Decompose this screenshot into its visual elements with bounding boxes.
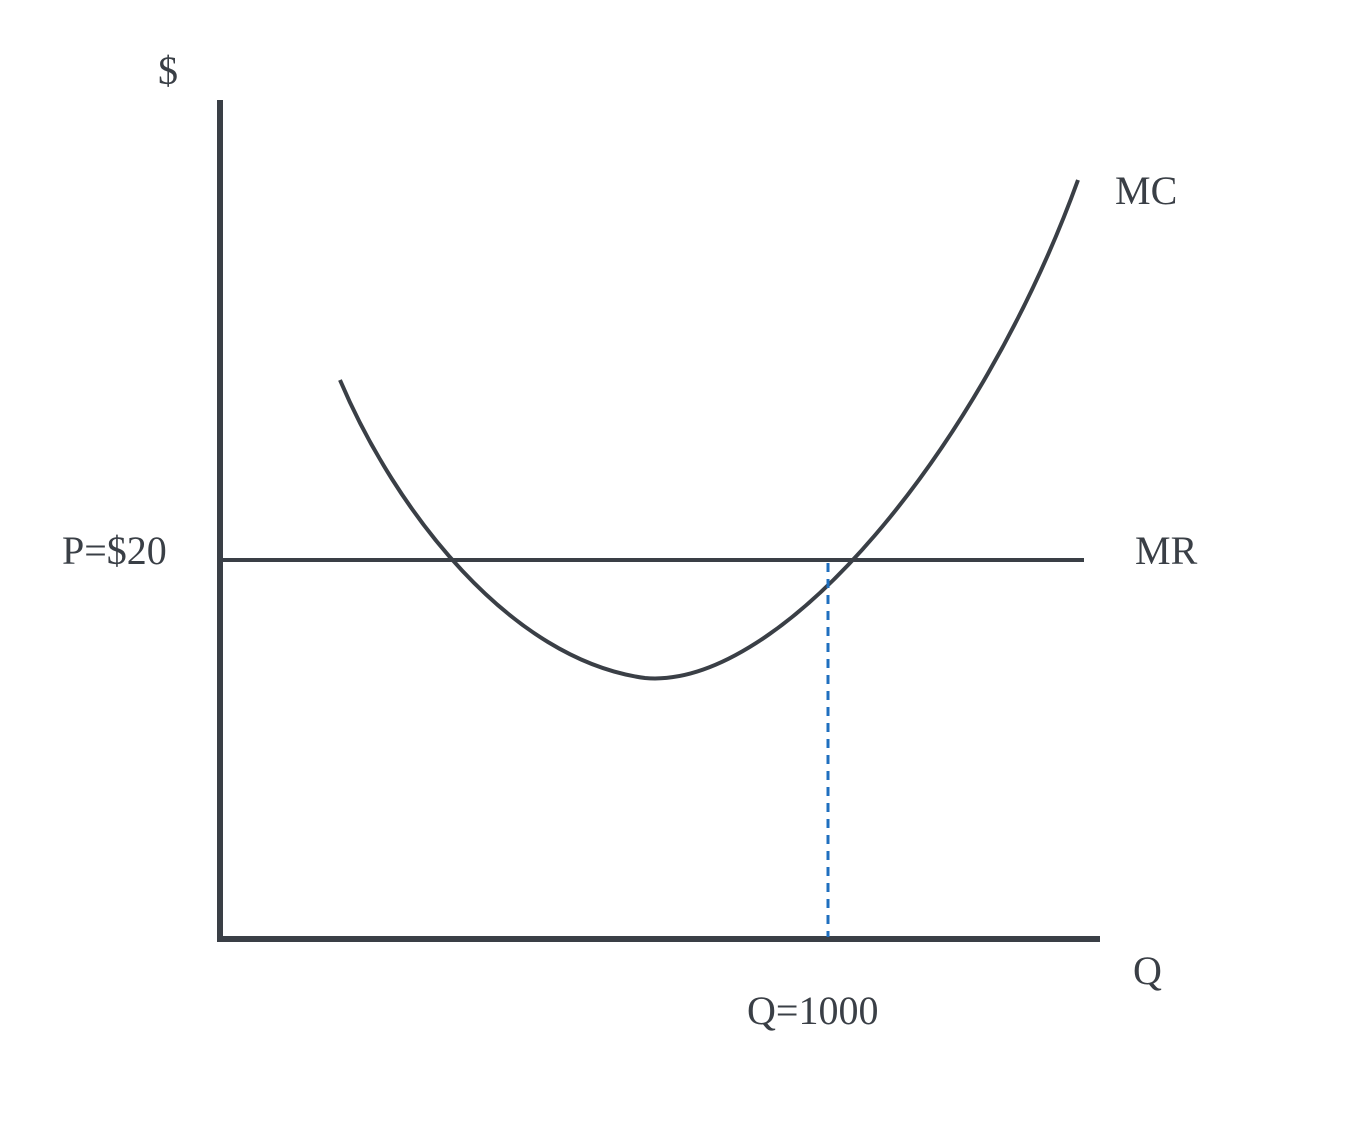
x-axis-label: Q — [1133, 948, 1162, 993]
quantity-label: Q=1000 — [747, 988, 878, 1033]
mr-label: MR — [1135, 528, 1198, 573]
mc-curve — [338, 179, 1080, 681]
price-label: P=$20 — [62, 528, 167, 573]
y-axis-label: $ — [158, 48, 178, 93]
mc-label: MC — [1115, 168, 1177, 213]
